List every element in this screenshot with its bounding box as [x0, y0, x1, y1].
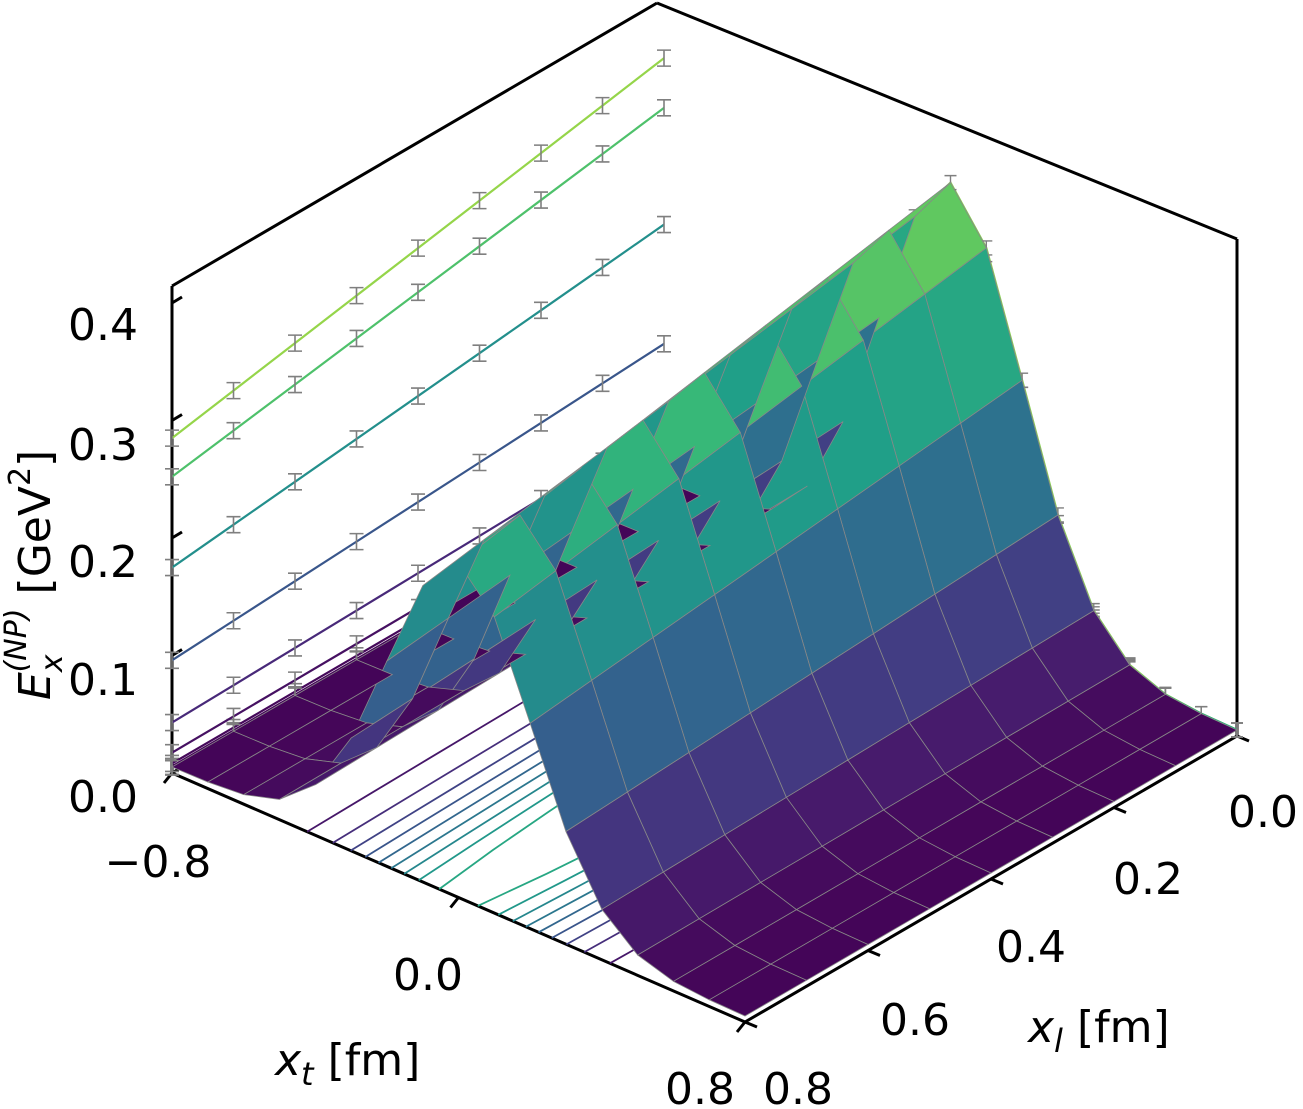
xl-tick-label: 0.6	[880, 995, 950, 1046]
xl-tick-labels: 0.0 0.2 0.4 0.6 0.8	[763, 787, 1298, 1109]
xl-tick-label: 0.4	[996, 922, 1066, 973]
error-bar	[349, 286, 364, 305]
error-bar	[657, 99, 671, 117]
xt-tick-label: 0.0	[393, 950, 463, 1001]
xt-axis-label-unit: [fm]	[328, 1035, 421, 1086]
xl-tick	[1113, 806, 1127, 814]
error-bar	[595, 374, 610, 393]
error-bar	[288, 334, 302, 352]
xt-tick-label: 0.8	[665, 1064, 735, 1109]
error-bar	[288, 639, 302, 657]
z-tick	[171, 295, 183, 305]
xl-axis-label-base: x	[1026, 1002, 1055, 1053]
error-bar	[226, 707, 241, 726]
error-bar	[534, 301, 548, 320]
error-bar	[595, 145, 610, 163]
error-bar	[288, 473, 302, 491]
error-bar	[411, 564, 425, 583]
error-bar	[534, 144, 548, 162]
z-tick-label: 0.4	[68, 300, 138, 351]
error-bar	[534, 414, 548, 432]
error-bar	[226, 381, 241, 400]
xl-tick	[867, 949, 881, 957]
error-bar	[472, 344, 487, 362]
xl-tick	[744, 1020, 758, 1029]
error-bar	[226, 515, 241, 534]
error-bar	[349, 329, 364, 348]
back-right-top-edge	[656, 1, 1238, 241]
xt-tick	[735, 1021, 747, 1033]
error-bar	[349, 532, 364, 551]
z-axis-label-sub: x	[35, 654, 70, 673]
z-axis-label-unit-power: 2	[3, 467, 38, 486]
xt-tick	[449, 896, 460, 909]
xt-axis-label: xt [fm]	[273, 1035, 420, 1093]
error-bar	[534, 191, 548, 209]
error-bar	[472, 191, 487, 210]
z-tick	[171, 413, 183, 422]
error-bar	[165, 558, 179, 577]
error-bar	[411, 283, 425, 302]
error-bar	[226, 421, 241, 440]
z-axis-label-unit: [GeV	[10, 486, 61, 594]
back-left-top-edge	[171, 1, 658, 288]
z-axis-label-sup: (NP)	[0, 608, 34, 672]
error-bar	[288, 375, 302, 394]
error-bar	[411, 493, 425, 511]
error-bar	[165, 467, 179, 486]
xl-axis-label-unit: [fm]	[1077, 1002, 1170, 1053]
error-bar	[288, 572, 302, 590]
xl-tick-label: 0.0	[1228, 787, 1298, 838]
xt-tick-label: −0.8	[105, 837, 212, 888]
xl-axis-label: xl [fm]	[1026, 1002, 1170, 1060]
z-axis-label-unit-close: ]	[10, 450, 61, 467]
xt-axis-label-base: x	[273, 1035, 302, 1086]
error-bar	[349, 635, 364, 653]
error-bar	[657, 215, 671, 234]
z-tick-label: 0.3	[68, 420, 138, 471]
error-bar	[288, 671, 302, 689]
error-bar	[165, 651, 179, 670]
error-bar	[472, 453, 487, 472]
error-bar	[472, 237, 487, 255]
error-bar	[657, 49, 671, 67]
error-bar	[657, 334, 671, 353]
error-bar	[349, 601, 364, 620]
z-tick-label: 0.0	[68, 772, 138, 823]
xl-tick-label: 0.2	[1113, 854, 1183, 905]
surface-patch	[171, 730, 271, 783]
z-tick-label: 0.1	[68, 655, 138, 706]
error-bar	[411, 387, 425, 405]
error-bar	[165, 743, 179, 762]
xt-axis-label-sub: t	[301, 1055, 315, 1093]
error-bar	[165, 429, 179, 447]
xt-tick-labels: −0.8 0.0 0.8	[105, 837, 735, 1109]
z-tick-labels: 0.4 0.3 0.2 0.1 0.0	[68, 300, 138, 823]
error-bar	[226, 676, 241, 695]
z-axis-label: Ex(NP) [GeV2]	[0, 450, 70, 700]
xl-tick	[990, 877, 1004, 886]
surface-mesh	[171, 181, 1238, 1017]
error-bar	[226, 611, 241, 630]
error-bar	[595, 96, 610, 115]
error-bar	[411, 239, 425, 257]
error-bar	[349, 430, 364, 448]
error-bar	[165, 713, 179, 732]
z-axis-label-base: E	[10, 672, 61, 700]
z-tick	[171, 530, 183, 540]
xl-axis-label-sub: l	[1054, 1022, 1063, 1060]
error-bar	[595, 258, 610, 277]
z-tick-label: 0.2	[68, 537, 138, 588]
xl-tick-label: 0.8	[763, 1064, 833, 1109]
